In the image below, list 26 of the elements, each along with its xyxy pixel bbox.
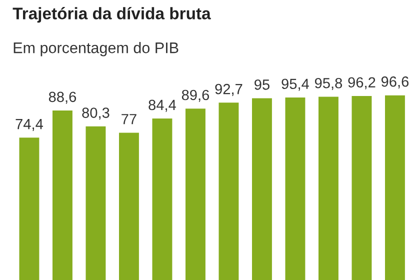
- bar: [252, 98, 272, 280]
- data-label: 74,4: [16, 119, 43, 131]
- bar: [52, 110, 72, 280]
- data-label: 77: [122, 114, 136, 124]
- bar: [318, 96, 338, 280]
- bar: [285, 97, 306, 280]
- chart-title: Trajetória da dívida bruta: [12, 7, 211, 23]
- data-label: 80,3: [82, 108, 110, 120]
- chart-subtitle: Em porcentagem do PIB: [14, 42, 178, 56]
- bar: [186, 108, 206, 280]
- bar: [119, 132, 139, 280]
- bar: [352, 96, 372, 280]
- data-label: 92,7: [215, 84, 242, 96]
- bar: [385, 95, 405, 280]
- bar: [19, 138, 40, 280]
- data-label: 95,4: [282, 78, 309, 91]
- data-label: 96,2: [348, 77, 376, 90]
- bar: [218, 102, 239, 280]
- data-label: 84,4: [148, 100, 176, 112]
- bar: [152, 118, 172, 280]
- bar: [86, 126, 106, 280]
- data-label: 96,6: [381, 76, 409, 88]
- data-label: 95: [254, 79, 270, 90]
- data-label: 88,6: [48, 92, 76, 104]
- data-label: 95,8: [314, 78, 342, 90]
- data-label: 89,6: [182, 90, 210, 102]
